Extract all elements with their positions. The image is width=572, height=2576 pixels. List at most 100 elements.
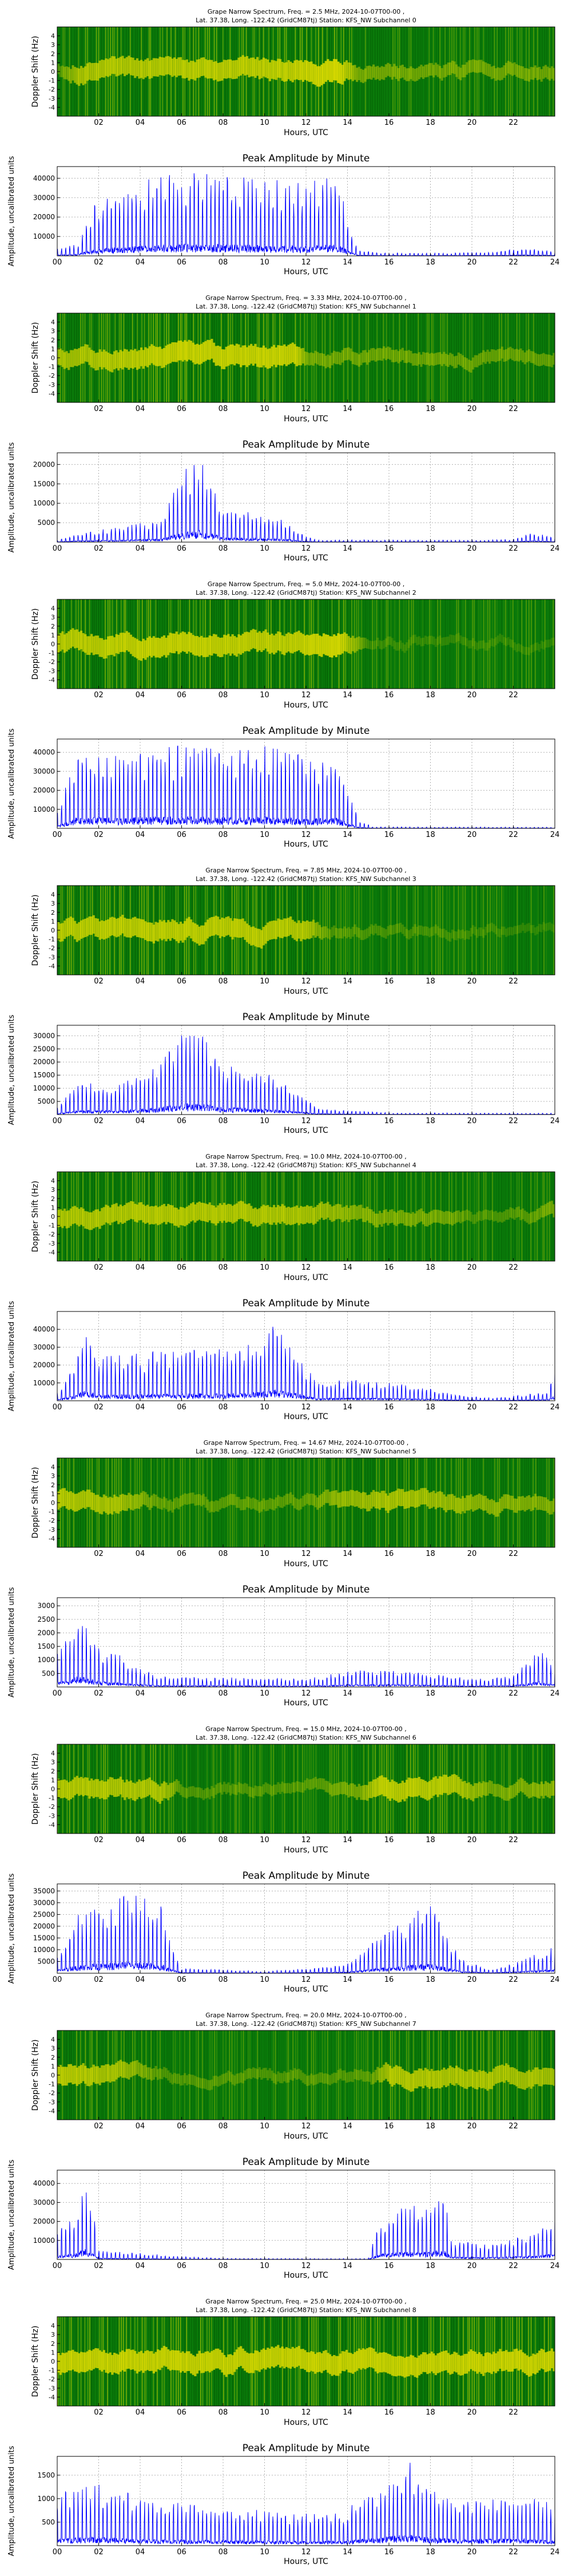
spectrogram-y-tick-label: 0 <box>51 2072 55 2079</box>
spectrogram-band-cell <box>200 1788 203 1799</box>
spectrogram-band-cell <box>275 2074 277 2085</box>
spectrogram-band-cell <box>387 1495 390 1514</box>
spectrogram-band-cell <box>128 919 130 938</box>
spectrogram-band-cell <box>165 638 168 658</box>
spectrogram-band-cell <box>105 2353 108 2373</box>
spectrogram-band-cell <box>117 2061 120 2078</box>
spectrogram-band-cell <box>225 1204 228 1223</box>
spectrogram-striation <box>411 599 412 689</box>
chart-panel-14: Grape Narrow Spectrum, Freq. = 20.0 MHz,… <box>31 2012 555 2141</box>
spectrogram-band-cell <box>132 1495 134 1511</box>
spectrogram-striation <box>402 1172 403 1261</box>
spectrogram-band-cell <box>129 2062 133 2077</box>
spectrogram-band-cell <box>356 1787 359 1800</box>
spectrogram-band-cell <box>376 2353 379 2374</box>
spectrogram-band-cell <box>540 354 543 366</box>
spectrogram-striation <box>333 1458 335 1547</box>
spectrogram-striation <box>496 1744 498 1834</box>
spectrogram-band-cell <box>101 60 104 78</box>
spectrogram-band-cell <box>196 2353 199 2374</box>
spectrogram-band-cell <box>364 2071 367 2082</box>
spectrogram-x-axis-label: Hours, UTC <box>284 701 328 710</box>
spectrogram-band-cell <box>128 1781 130 1799</box>
spectrogram-striation <box>411 886 412 975</box>
amplitude-x-tick-label: 08 <box>219 1689 228 1698</box>
spectrogram-band-cell <box>434 62 437 76</box>
spectrogram-band-cell <box>117 918 120 937</box>
spectrogram-band-cell <box>291 2346 294 2367</box>
amplitude-y-tick-label: 20000 <box>33 1058 55 1066</box>
spectrogram-band-cell <box>86 1211 89 1230</box>
spectrogram-band-cell <box>496 2065 499 2083</box>
spectrogram-band-cell <box>457 929 460 938</box>
spectrogram-band-cell <box>240 919 243 938</box>
spectrogram-band-cell <box>440 1211 443 1224</box>
amplitude-x-tick-label: 24 <box>550 544 560 553</box>
spectrogram-band-cell <box>146 638 149 658</box>
spectrogram-band-cell <box>318 66 321 87</box>
spectrogram-band-cell <box>268 1498 271 1509</box>
spectrogram-band-cell <box>470 2349 472 2369</box>
spectrogram-band-cell <box>366 1495 369 1512</box>
spectrogram-striation <box>408 313 409 402</box>
spectrogram-striation <box>297 1744 299 1834</box>
spectrogram-striation <box>342 1172 343 1261</box>
spectrogram-striation <box>212 1744 213 1834</box>
spectrogram-band-cell <box>82 2063 85 2081</box>
amplitude-x-tick-label: 02 <box>94 1403 104 1412</box>
spectrogram-band-cell <box>181 923 184 943</box>
spectrogram-band-cell <box>241 1499 244 1511</box>
spectrogram-striation <box>508 1172 510 1261</box>
amplitude-x-tick-label: 20 <box>467 2262 477 2270</box>
spectrogram-band-cell <box>231 1783 234 1794</box>
spectrogram-band-cell <box>121 351 124 370</box>
spectrogram-band-cell <box>275 2346 277 2366</box>
spectrogram-band-cell <box>486 63 489 76</box>
spectrogram-band-cell <box>63 1779 66 1798</box>
spectrogram-band-cell <box>76 1776 78 1794</box>
spectrogram-striation <box>266 1458 267 1547</box>
spectrogram-band-cell <box>517 2350 520 2371</box>
amplitude-y-axis-label: Amplitude, uncalibrated units <box>7 156 16 266</box>
spectrogram-band-cell <box>403 66 406 80</box>
spectrogram-band-cell <box>410 2073 412 2092</box>
spectrogram-band-cell <box>549 1201 551 1215</box>
spectrogram-band-cell <box>434 2071 437 2089</box>
spectrogram-band-cell <box>451 2067 454 2085</box>
spectrogram-striation <box>553 1458 555 1547</box>
spectrogram-band-cell <box>511 348 514 361</box>
amplitude-y-tick-label: 20000 <box>33 1922 55 1930</box>
spectrogram-band-cell <box>177 341 180 361</box>
spectrogram-band-cell <box>470 60 472 73</box>
spectrogram-striation <box>367 599 368 689</box>
spectrogram-striation <box>290 1458 291 1547</box>
spectrogram-band-cell <box>289 916 292 935</box>
spectrogram-striation <box>474 1172 475 1261</box>
spectrogram-striation <box>66 27 67 116</box>
spectrogram-striation <box>380 599 382 689</box>
spectrogram-band-cell <box>542 1784 545 1799</box>
spectrogram-striation <box>549 1172 550 1261</box>
spectrogram-band-cell <box>279 345 282 366</box>
spectrogram-striation <box>543 1744 545 1834</box>
spectrogram-band-cell <box>177 1781 180 1793</box>
spectrogram-striation <box>509 1458 511 1547</box>
spectrogram-striation <box>168 1458 170 1547</box>
spectrogram-band-cell <box>181 1207 184 1226</box>
spectrogram-band-cell <box>279 2073 282 2083</box>
spectrogram-striation <box>173 1744 174 1834</box>
spectrogram-band-cell <box>96 63 100 81</box>
spectrogram-band-cell <box>217 1205 220 1223</box>
spectrogram-striation <box>549 1458 550 1547</box>
spectrogram-striation <box>288 2030 289 2120</box>
spectrogram-band-cell <box>480 2071 483 2089</box>
spectrogram-band-cell <box>484 1209 487 1219</box>
amplitude-title: Peak Amplitude by Minute <box>243 725 370 737</box>
spectrogram-band-cell <box>474 355 476 368</box>
spectrogram-striation <box>352 313 353 402</box>
spectrogram-band-cell <box>550 355 553 368</box>
spectrogram-band-cell <box>403 927 406 937</box>
amplitude-x-tick-label: 06 <box>177 1117 186 1125</box>
spectrogram-band-cell <box>107 2353 110 2374</box>
spectrogram-striation <box>492 1172 493 1261</box>
